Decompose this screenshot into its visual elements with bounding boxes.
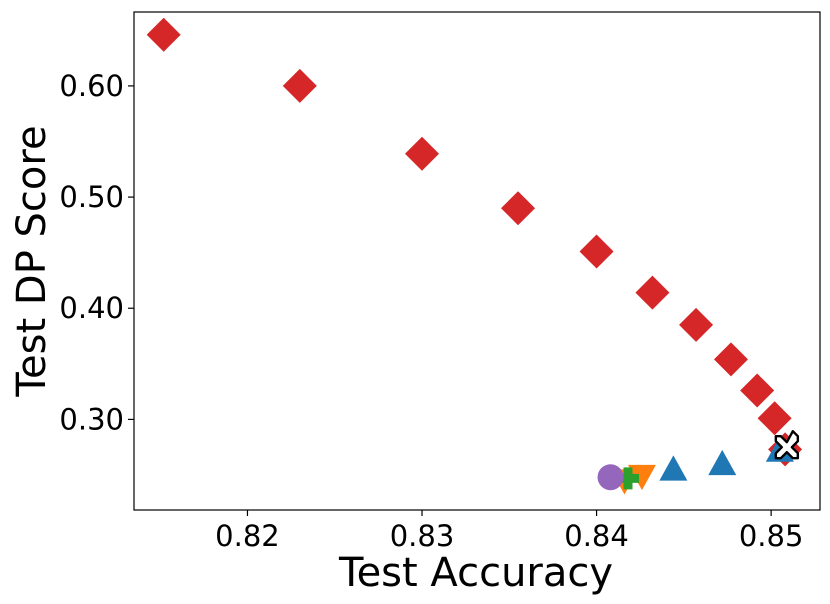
y-axis: 0.30 0.40 0.50 0.60: [59, 69, 134, 436]
y-axis-title: Test DP Score: [9, 125, 55, 397]
x-tick-label: 0.82: [215, 519, 280, 553]
diamond-point: [713, 342, 748, 377]
diamond-point: [282, 68, 317, 103]
circle-point: [597, 464, 624, 491]
diamond-point: [740, 373, 775, 408]
x-tick-label: 0.85: [739, 519, 804, 553]
plus-point: [616, 467, 639, 490]
plot-area: [133, 11, 821, 511]
diamond-point: [405, 136, 440, 171]
y-tick-label: 0.30: [59, 402, 124, 436]
triangle-up-point: [708, 449, 737, 476]
x-tick-label: 0.84: [564, 519, 629, 553]
diamond-point: [757, 401, 792, 436]
data-points: [146, 17, 803, 495]
diamond-point: [579, 234, 614, 269]
y-tick-label: 0.40: [59, 291, 124, 325]
diamond-point: [679, 307, 714, 342]
y-tick-label: 0.50: [59, 180, 124, 214]
x-marker-point: [774, 429, 800, 460]
x-tick-label: 0.83: [390, 519, 455, 553]
triangle-down-point: [627, 464, 656, 491]
x-axis: 0.82 0.83 0.84 0.85: [215, 510, 803, 553]
diamond-point: [635, 275, 670, 310]
diamond-point: [146, 17, 181, 52]
diamond-point: [501, 191, 536, 226]
triangle-up-point: [659, 455, 688, 481]
y-tick-label: 0.60: [59, 69, 124, 103]
x-axis-title: Test Accuracy: [338, 550, 613, 596]
